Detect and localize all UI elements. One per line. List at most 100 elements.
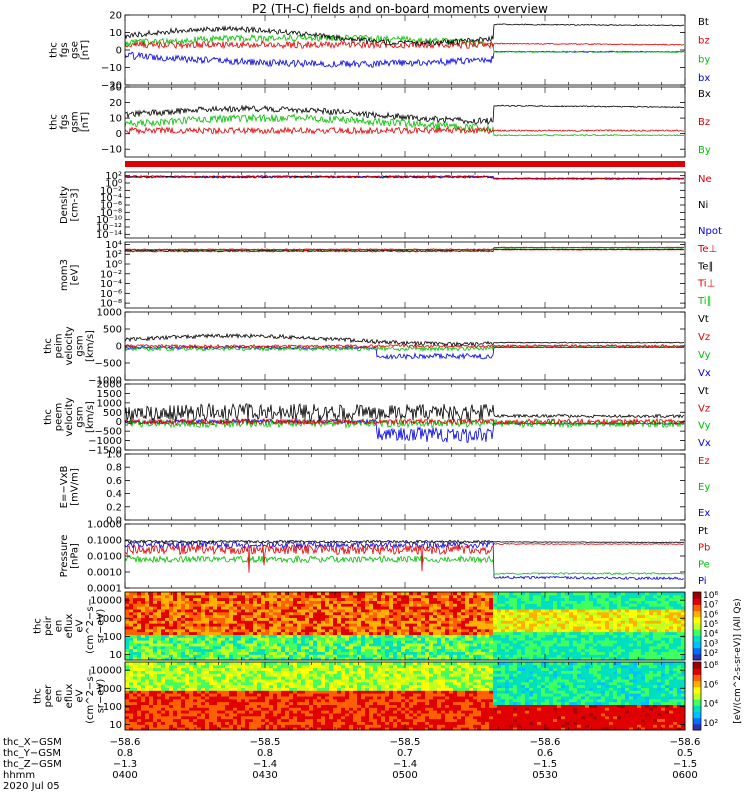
spectrogram-cell	[453, 719, 458, 722]
spectrogram-cell	[569, 632, 574, 635]
spectrogram-cell	[213, 719, 218, 722]
spectrogram-cell	[421, 632, 426, 635]
spectrogram-cell	[229, 606, 234, 609]
spectrogram-cell	[457, 592, 462, 595]
spectrogram-cell	[269, 598, 274, 601]
spectrogram-cell	[617, 640, 622, 643]
spectrogram-cell	[437, 632, 442, 635]
spectrogram-cell	[293, 649, 298, 652]
spectrogram-cell	[177, 719, 182, 722]
spectrogram-cell	[153, 592, 158, 595]
spectrogram-cell	[465, 632, 470, 635]
spectrogram-cell	[429, 606, 434, 609]
spectrogram-cell	[545, 623, 550, 626]
spectrogram-cell	[173, 632, 178, 635]
spectrogram-cell	[629, 606, 634, 609]
spectrogram-cell	[425, 649, 430, 652]
spectrogram-cell	[525, 623, 530, 626]
spectrogram-cell	[309, 606, 314, 609]
spectrogram-cell	[329, 710, 334, 713]
spectrogram-cell	[189, 640, 194, 643]
spectrogram-cell	[277, 623, 282, 626]
spectrogram-cell	[401, 623, 406, 626]
spectrogram-cell	[257, 719, 262, 722]
spectrogram-cell	[233, 649, 238, 652]
spectrogram-cell	[349, 649, 354, 652]
spectrogram-cell	[169, 632, 174, 635]
spectrogram-cell	[589, 719, 594, 722]
spectrogram-cell	[433, 640, 438, 643]
spectrogram-cell	[197, 615, 202, 618]
y-tick-label: 10	[109, 28, 122, 39]
spectrogram-cell	[509, 606, 514, 609]
spectrogram-cell	[185, 710, 190, 713]
spectrogram-cell	[521, 615, 526, 618]
spectrogram-cell	[405, 592, 410, 595]
spectrogram-cell	[469, 640, 474, 643]
spectrogram-cell	[605, 598, 610, 601]
spectrogram-cell	[465, 606, 470, 609]
spectrogram-cell	[241, 649, 246, 652]
spectrogram-cell	[213, 632, 218, 635]
y-tick-label: 0.4	[106, 489, 122, 500]
spectrogram-cell	[309, 592, 314, 595]
spectrogram-cell	[185, 592, 190, 595]
spectrogram-cell	[481, 640, 486, 643]
spectrogram-cell	[505, 719, 510, 722]
spectrogram-cell	[525, 649, 530, 652]
spectrogram-cell	[553, 606, 558, 609]
y-tick-label: 0	[116, 342, 122, 353]
spectrogram-cell	[473, 606, 478, 609]
spectrogram-cell	[297, 632, 302, 635]
spectrogram-cell	[349, 615, 354, 618]
spectrogram-cell	[141, 623, 146, 626]
spectrogram-cell	[145, 632, 150, 635]
spectrogram-cell	[201, 606, 206, 609]
spectrogram-cell	[517, 592, 522, 595]
spectrogram-cell	[373, 592, 378, 595]
spectrogram-cell	[521, 632, 526, 635]
spectrogram-cell	[209, 615, 214, 618]
spectrogram-cell	[505, 606, 510, 609]
spectrogram-cell	[229, 632, 234, 635]
spectrogram-cell	[269, 719, 274, 722]
y-axis-label-line: velocity	[64, 397, 75, 436]
spectrogram-cell	[669, 592, 674, 595]
spectrogram-cell	[149, 598, 154, 601]
spectrogram-cell	[621, 615, 626, 618]
spectrogram-cell	[677, 719, 682, 722]
spectrogram-cell	[421, 606, 426, 609]
spectrogram-cell	[569, 640, 574, 643]
spectrogram-cell	[465, 615, 470, 618]
spectrogram-cell	[245, 606, 250, 609]
spectrogram-cell	[153, 710, 158, 713]
spectrogram-cell	[185, 623, 190, 626]
spectrogram-cell	[413, 649, 418, 652]
spectrogram-cell	[553, 592, 558, 595]
spectrogram-cell	[537, 719, 542, 722]
y-axis-label-line: peem	[54, 403, 65, 431]
spectrogram-cell	[505, 598, 510, 601]
spectrogram-cell	[577, 719, 582, 722]
spectrogram-cell	[345, 606, 350, 609]
spectrogram-cell	[361, 606, 366, 609]
spectrogram-cell	[605, 615, 610, 618]
spectrogram-cell	[317, 623, 322, 626]
spectrogram-cell	[245, 710, 250, 713]
spectrogram-cell	[237, 710, 242, 713]
spectrogram-cell	[457, 719, 462, 722]
spectrogram-cell	[405, 623, 410, 626]
spectrogram-cell	[485, 632, 490, 635]
spectrogram-cell	[257, 640, 262, 643]
spectrogram-cell	[329, 606, 334, 609]
legend-Ni: Ni	[698, 200, 708, 211]
spectrogram-cell	[425, 615, 430, 618]
spectrogram-cell	[609, 632, 614, 635]
spectrogram-cell	[173, 710, 178, 713]
spectrogram-cell	[393, 632, 398, 635]
spectrogram-cell	[421, 615, 426, 618]
spectrogram-cell	[297, 710, 302, 713]
spectrogram-cell	[185, 719, 190, 722]
